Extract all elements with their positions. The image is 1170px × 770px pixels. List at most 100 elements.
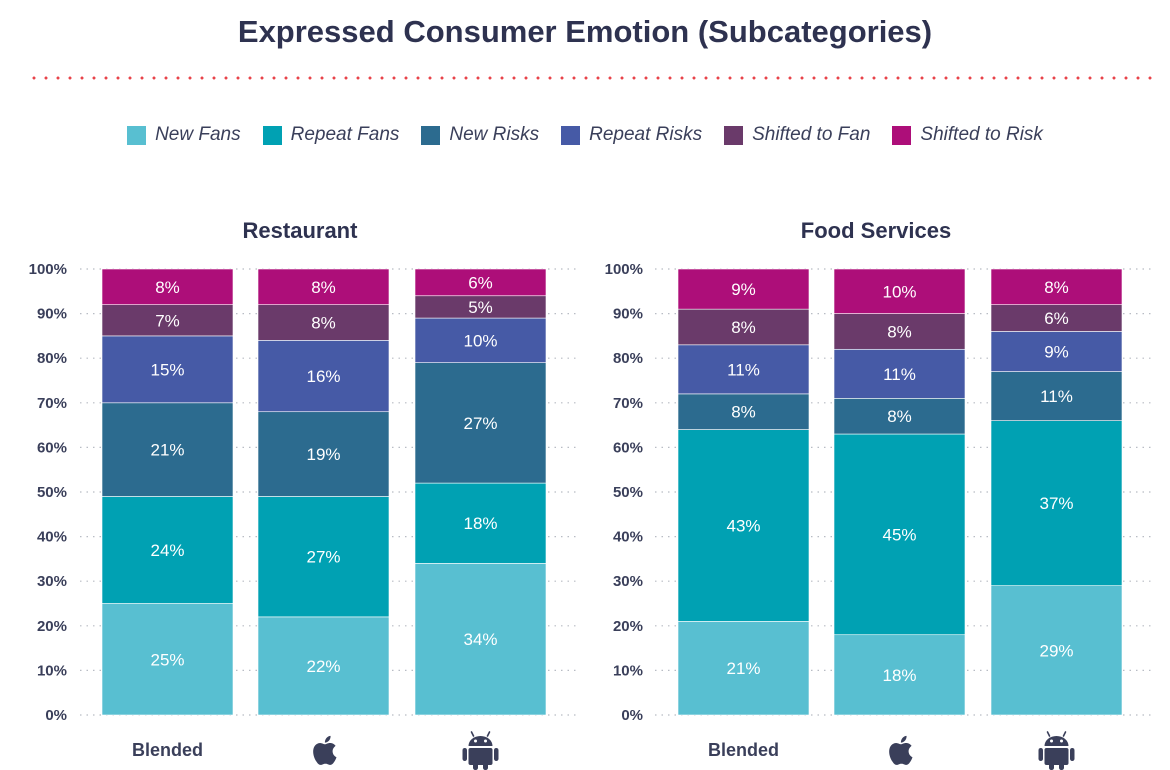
legend-item-new-fans: New Fans xyxy=(127,124,241,146)
legend-label-new-risks: New Risks xyxy=(449,124,540,145)
food-services-data-label-apple-icon-new-fans: 18% xyxy=(882,666,916,685)
legend-swatch-repeat-fans xyxy=(262,125,282,145)
restaurant-data-label-blended-new-risks: 21% xyxy=(150,441,184,460)
restaurant-y-tick-label: 50% xyxy=(37,484,67,501)
restaurant-data-label-android-icon-repeat-fans: 18% xyxy=(463,514,497,533)
food-services-y-tick-label: 70% xyxy=(613,395,643,412)
food-services-bar-apple-icon-repeat-risks xyxy=(833,348,966,399)
restaurant-bar-blended-new-fans xyxy=(101,603,234,716)
restaurant-bar-android-icon-new-fans xyxy=(414,563,547,716)
restaurant-data-label-blended-repeat-risks: 15% xyxy=(150,360,184,379)
food-services-y-tick-label: 40% xyxy=(613,529,643,546)
restaurant-y-tick-label: 40% xyxy=(37,529,67,546)
restaurant-data-label-android-icon-shifted-to-risk: 6% xyxy=(468,273,493,292)
food-services-bar-apple-icon-shifted-to-fan xyxy=(833,313,966,350)
food-services-y-tick-label: 10% xyxy=(613,662,643,679)
restaurant-bar-android-icon-shifted-to-risk xyxy=(414,268,547,297)
food-services-data-label-android-icon-repeat-fans: 37% xyxy=(1039,494,1073,513)
restaurant-y-tick-label: 0% xyxy=(45,707,67,724)
food-services-data-label-android-icon-new-fans: 29% xyxy=(1039,641,1073,660)
food-services-data-label-apple-icon-shifted-to-risk: 10% xyxy=(882,282,916,301)
legend-swatch-shifted-to-fan xyxy=(724,125,744,145)
food-services-data-label-blended-repeat-risks: 11% xyxy=(727,360,760,379)
food-services-bar-android-icon-new-risks xyxy=(990,371,1123,421)
restaurant-data-label-android-icon-repeat-risks: 10% xyxy=(463,331,497,350)
dotted-divider xyxy=(28,76,1156,80)
legend-label-shifted-to-risk: Shifted to Risk xyxy=(920,124,1043,145)
legend-swatch-new-fans xyxy=(127,125,147,145)
apple-icon xyxy=(313,735,337,765)
restaurant-data-label-blended-shifted-to-fan: 7% xyxy=(155,311,180,330)
food-services-y-tick-label: 0% xyxy=(621,707,643,724)
food-services-data-label-apple-icon-new-risks: 8% xyxy=(887,407,912,426)
restaurant-data-label-apple-icon-repeat-risks: 16% xyxy=(306,367,340,386)
legend-label-repeat-risks: Repeat Risks xyxy=(589,124,703,145)
food-services-bar-blended-repeat-fans xyxy=(677,429,810,622)
restaurant-data-label-apple-icon-new-fans: 22% xyxy=(306,657,340,676)
restaurant-bar-apple-icon-new-fans xyxy=(257,616,390,716)
restaurant-panel-title: Restaurant xyxy=(243,218,359,243)
food-services-data-label-android-icon-shifted-to-fan: 6% xyxy=(1044,309,1069,328)
food-services-y-tick-label: 30% xyxy=(613,573,643,590)
restaurant-y-tick-label: 90% xyxy=(37,306,67,323)
legend-item-shifted-to-risk: Shifted to Risk xyxy=(892,124,1043,146)
food-services-y-tick-label: 90% xyxy=(613,306,643,323)
restaurant-bar-blended-repeat-fans xyxy=(101,496,234,604)
food-services-bar-android-icon-repeat-risks xyxy=(990,331,1123,372)
restaurant-bar-apple-icon-repeat-fans xyxy=(257,496,390,618)
food-services-data-label-blended-shifted-to-risk: 9% xyxy=(731,280,756,299)
restaurant-y-tick-label: 10% xyxy=(37,662,67,679)
legend-label-new-fans: New Fans xyxy=(155,124,241,145)
restaurant-data-label-android-icon-shifted-to-fan: 5% xyxy=(468,298,493,317)
food-services-bar-blended-repeat-risks xyxy=(677,344,810,395)
legend-swatch-repeat-risks xyxy=(561,125,581,145)
food-services-data-label-apple-icon-repeat-risks: 11% xyxy=(883,365,916,384)
restaurant-y-tick-label: 60% xyxy=(37,439,67,456)
restaurant-data-label-apple-icon-shifted-to-fan: 8% xyxy=(311,314,336,333)
restaurant-data-label-blended-shifted-to-risk: 8% xyxy=(155,278,180,297)
chart-title: Expressed Consumer Emotion (Subcategorie… xyxy=(237,14,933,49)
food-services-data-label-blended-new-fans: 21% xyxy=(726,659,760,678)
legend-item-new-risks: New Risks xyxy=(421,124,539,146)
restaurant-data-label-android-icon-new-fans: 34% xyxy=(463,630,497,649)
food-services-bar-blended-new-fans xyxy=(677,621,810,716)
food-services-bar-android-icon-shifted-to-fan xyxy=(990,304,1123,332)
restaurant-bar-apple-icon-new-risks xyxy=(257,411,390,497)
restaurant-data-label-apple-icon-repeat-fans: 27% xyxy=(306,548,340,567)
food-services-data-label-android-icon-new-risks: 11% xyxy=(1040,387,1073,406)
restaurant-bar-apple-icon-shifted-to-risk xyxy=(257,268,390,305)
food-services-bar-blended-new-risks xyxy=(677,393,810,430)
food-services-bar-blended-shifted-to-risk xyxy=(677,268,810,310)
legend-swatch-shifted-to-risk xyxy=(892,125,912,145)
food-services-bar-apple-icon-new-fans xyxy=(833,634,966,716)
food-services-data-label-apple-icon-repeat-fans: 45% xyxy=(882,525,916,544)
legend-label-repeat-fans: Repeat Fans xyxy=(290,124,400,145)
food-services-data-label-android-icon-shifted-to-risk: 8% xyxy=(1044,278,1069,297)
restaurant-data-label-blended-repeat-fans: 24% xyxy=(150,541,184,560)
legend-label-shifted-to-fan: Shifted to Fan xyxy=(752,124,871,145)
food-services-bar-apple-icon-shifted-to-risk xyxy=(833,268,966,314)
restaurant-bar-apple-icon-repeat-risks xyxy=(257,340,390,413)
restaurant-y-tick-label: 70% xyxy=(37,395,67,412)
restaurant-data-label-apple-icon-new-risks: 19% xyxy=(306,445,340,464)
food-services-data-label-android-icon-repeat-risks: 9% xyxy=(1044,343,1069,362)
legend-item-shifted-to-fan: Shifted to Fan xyxy=(724,124,870,146)
android-icon xyxy=(462,731,499,770)
restaurant-bar-blended-new-risks xyxy=(101,402,234,497)
legend: New Fans Repeat Fans New Risks Repeat Risks… xyxy=(0,124,1170,146)
restaurant-bar-android-icon-repeat-risks xyxy=(414,317,547,363)
food-services-data-label-blended-shifted-to-fan: 8% xyxy=(731,318,756,337)
legend-item-repeat-fans: Repeat Fans xyxy=(262,124,400,146)
legend-item-repeat-risks: Repeat Risks xyxy=(561,124,702,146)
restaurant-data-label-blended-new-fans: 25% xyxy=(150,650,184,669)
food-services-y-tick-label: 50% xyxy=(613,484,643,501)
food-services-y-tick-label: 80% xyxy=(613,350,643,367)
restaurant-y-tick-label: 100% xyxy=(29,261,67,278)
restaurant-bar-blended-shifted-to-fan xyxy=(101,304,234,337)
food-services-bar-android-icon-shifted-to-risk xyxy=(990,268,1123,305)
apple-icon xyxy=(889,735,913,765)
food-services-panel-title: Food Services xyxy=(801,218,951,243)
restaurant-category-label: Blended xyxy=(132,740,203,760)
food-services-bar-android-icon-new-fans xyxy=(990,585,1123,716)
